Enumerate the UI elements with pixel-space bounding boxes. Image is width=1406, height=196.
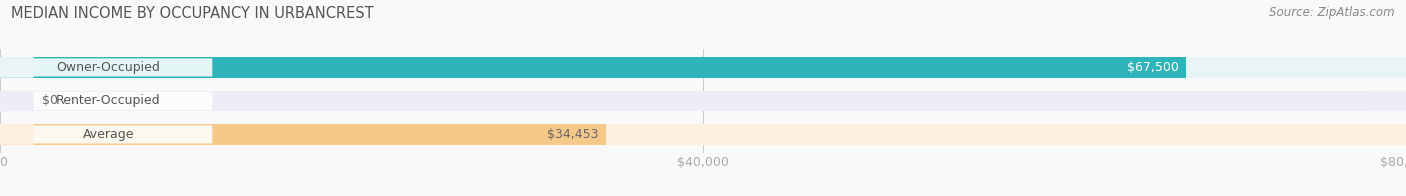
Text: $0: $0 (42, 94, 58, 107)
Text: Average: Average (83, 128, 134, 141)
FancyBboxPatch shape (1372, 91, 1406, 111)
Bar (0, 57, 1187, 78)
FancyBboxPatch shape (1372, 57, 1406, 78)
Bar (0, 124, 1406, 145)
FancyBboxPatch shape (0, 124, 34, 145)
Bar (0, 91, 1406, 111)
Bar (0, 91, 31, 111)
Text: $67,500: $67,500 (1128, 61, 1180, 74)
Text: $34,453: $34,453 (547, 128, 599, 141)
FancyBboxPatch shape (0, 91, 34, 111)
Text: Renter-Occupied: Renter-Occupied (56, 94, 160, 107)
FancyBboxPatch shape (1372, 124, 1406, 145)
Text: Owner-Occupied: Owner-Occupied (56, 61, 160, 74)
Text: MEDIAN INCOME BY OCCUPANCY IN URBANCREST: MEDIAN INCOME BY OCCUPANCY IN URBANCREST (11, 6, 374, 21)
Bar (0, 124, 606, 145)
FancyBboxPatch shape (4, 125, 212, 143)
Text: Source: ZipAtlas.com: Source: ZipAtlas.com (1270, 6, 1395, 19)
FancyBboxPatch shape (4, 58, 212, 76)
FancyBboxPatch shape (4, 92, 212, 110)
FancyBboxPatch shape (0, 57, 34, 78)
Bar (0, 57, 1406, 78)
